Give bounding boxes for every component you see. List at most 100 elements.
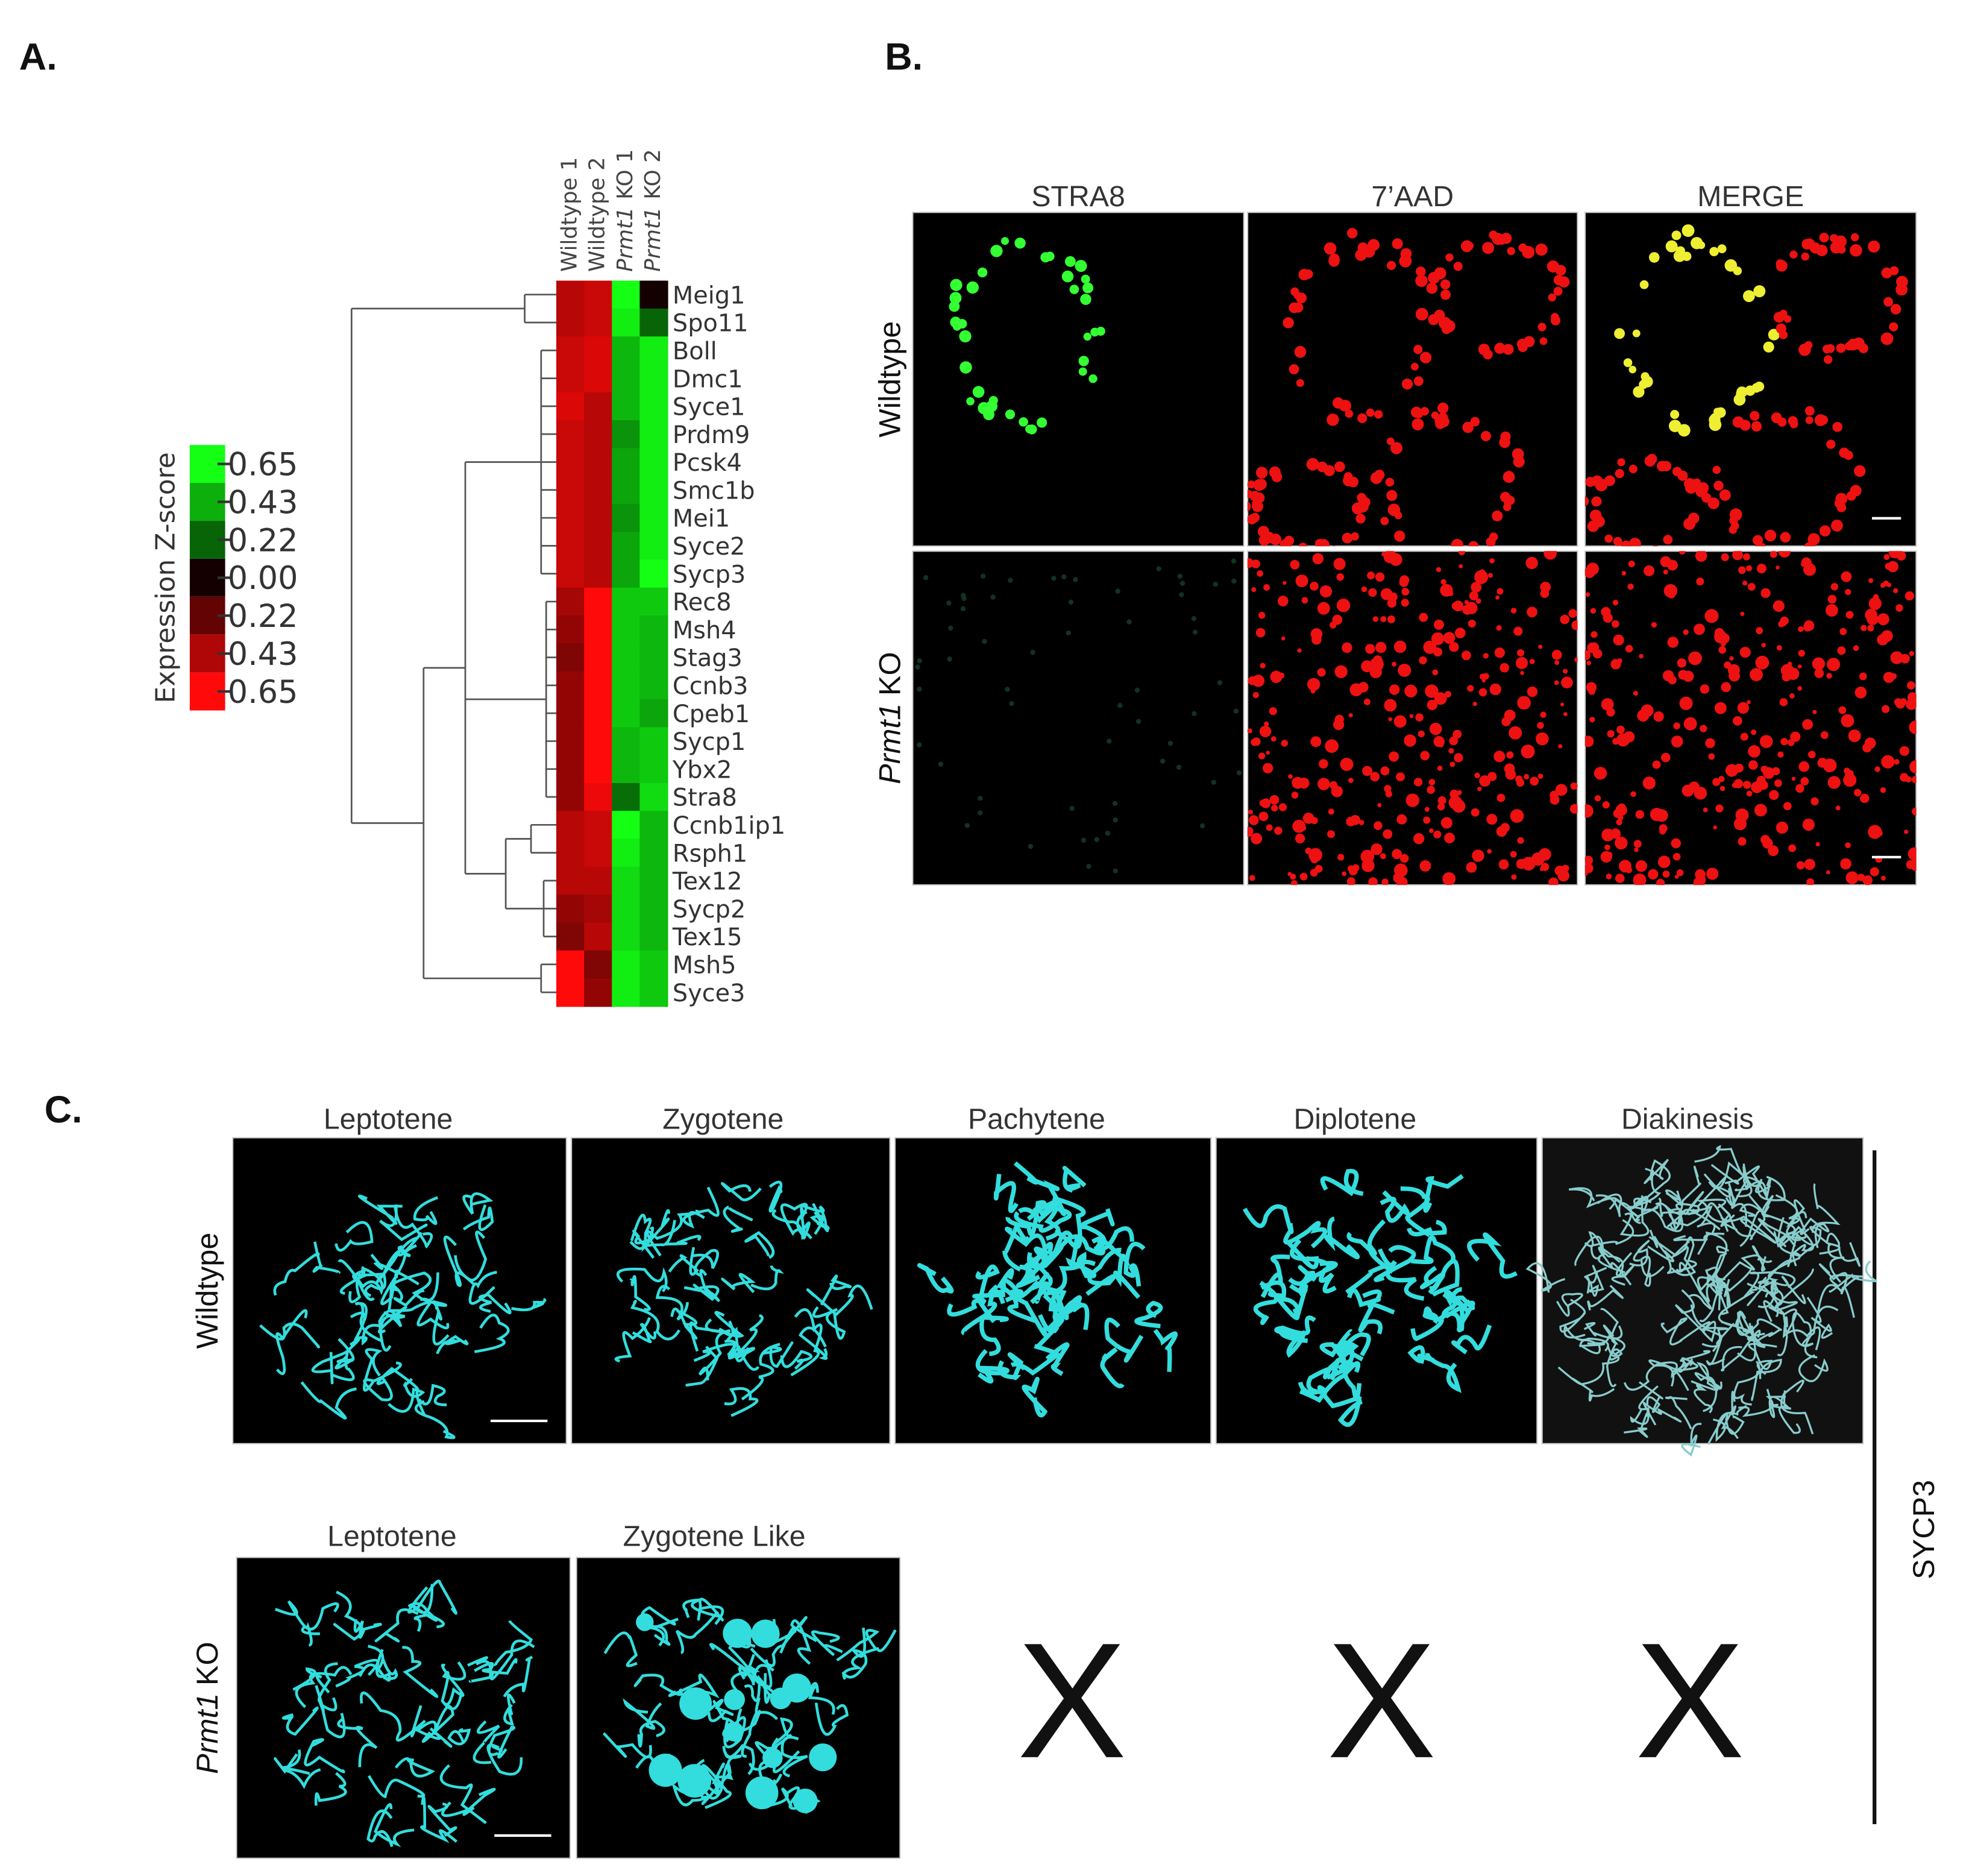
cell (1934, 306, 1942, 314)
cell (1472, 701, 1477, 707)
cell (1404, 734, 1416, 747)
cell (1918, 309, 1930, 321)
cell (1746, 565, 1753, 571)
cell (1776, 323, 1786, 334)
cell (1553, 274, 1564, 286)
chromosome (1675, 1357, 1698, 1371)
cell (1389, 553, 1402, 566)
cell (1415, 713, 1424, 722)
chromosome (311, 1338, 360, 1373)
cell (1553, 286, 1563, 296)
cell (1756, 627, 1763, 635)
cell (1281, 636, 1286, 641)
cell (1539, 337, 1548, 345)
stage-title: Leptotene (327, 1520, 457, 1553)
cell (1088, 374, 1097, 383)
cell (1310, 628, 1323, 640)
cell (1789, 420, 1798, 429)
chromosome (397, 1232, 423, 1257)
chromosome (370, 1253, 419, 1286)
cell (1965, 438, 1972, 449)
cell (1413, 778, 1423, 787)
column-header-text: KO 2 (641, 149, 665, 199)
chromosome (1324, 1217, 1360, 1259)
cell (1674, 874, 1679, 879)
heatmap-cell (612, 950, 641, 979)
heatmap-cell (556, 811, 585, 840)
cell (1330, 622, 1337, 629)
cell (1482, 673, 1489, 680)
heatmap-cell (556, 615, 585, 644)
cell (1501, 717, 1511, 726)
cell (1615, 469, 1624, 479)
chromosome (649, 1625, 671, 1647)
cell (1384, 785, 1392, 793)
chromosome (836, 1629, 880, 1662)
cell (1351, 502, 1364, 515)
cell (1818, 415, 1829, 425)
cell (1705, 738, 1715, 749)
chromosome (443, 1235, 476, 1287)
chromosome (1525, 1262, 1566, 1293)
heatmap-cell (584, 811, 613, 840)
focus (724, 1689, 745, 1710)
cell (1587, 642, 1598, 653)
cell (1336, 462, 1343, 471)
cell (1548, 293, 1556, 302)
cell (1468, 541, 1479, 546)
chromosome (1085, 1247, 1122, 1296)
cell (1756, 775, 1766, 785)
cell (1251, 833, 1263, 845)
cell (1777, 417, 1787, 427)
chromosome (614, 1317, 651, 1363)
cell (1066, 630, 1071, 636)
cell (1804, 858, 1815, 870)
cell (1618, 803, 1626, 812)
cell (1396, 814, 1407, 825)
cell (1248, 480, 1255, 489)
heatmap-cell (584, 280, 613, 309)
cell (981, 573, 986, 579)
cell (1851, 233, 1859, 242)
cell (1777, 751, 1784, 758)
heatmap-cell (639, 392, 668, 421)
chromosome (697, 1597, 724, 1625)
cell (1301, 597, 1308, 604)
chromosome (1798, 1354, 1829, 1382)
cell (1584, 863, 1594, 873)
chromosome (741, 1342, 780, 1401)
cell (1807, 751, 1816, 758)
cell (1551, 649, 1562, 660)
legend-tick-label: 0.43 (228, 636, 298, 673)
cell (1721, 682, 1732, 693)
cell (1389, 592, 1398, 602)
chromosome (1578, 1339, 1606, 1355)
chromosome (1675, 1289, 1711, 1342)
chromosome (1422, 1306, 1444, 1324)
cell (1349, 683, 1363, 697)
cell (1314, 864, 1323, 873)
chromosome (961, 1289, 1006, 1335)
cell (1862, 875, 1873, 885)
cell (1257, 526, 1269, 538)
chromosome (730, 1665, 772, 1697)
cell (1537, 722, 1544, 729)
cell (915, 664, 920, 670)
stage-title: Pachytene (968, 1103, 1105, 1136)
cell (1843, 773, 1857, 787)
cell (1547, 260, 1559, 272)
cell (1764, 529, 1777, 542)
chromosome (1420, 1265, 1445, 1295)
cell (1585, 592, 1590, 597)
cell (1028, 843, 1034, 849)
cell (1126, 619, 1132, 625)
cell (1037, 417, 1047, 428)
cell (1539, 866, 1545, 872)
cell (1442, 319, 1455, 333)
cell (1387, 503, 1401, 517)
chromosome (1666, 1174, 1728, 1228)
cell (1413, 345, 1423, 354)
cell (966, 397, 975, 406)
cell (1676, 869, 1684, 877)
chromosome (814, 1702, 849, 1736)
